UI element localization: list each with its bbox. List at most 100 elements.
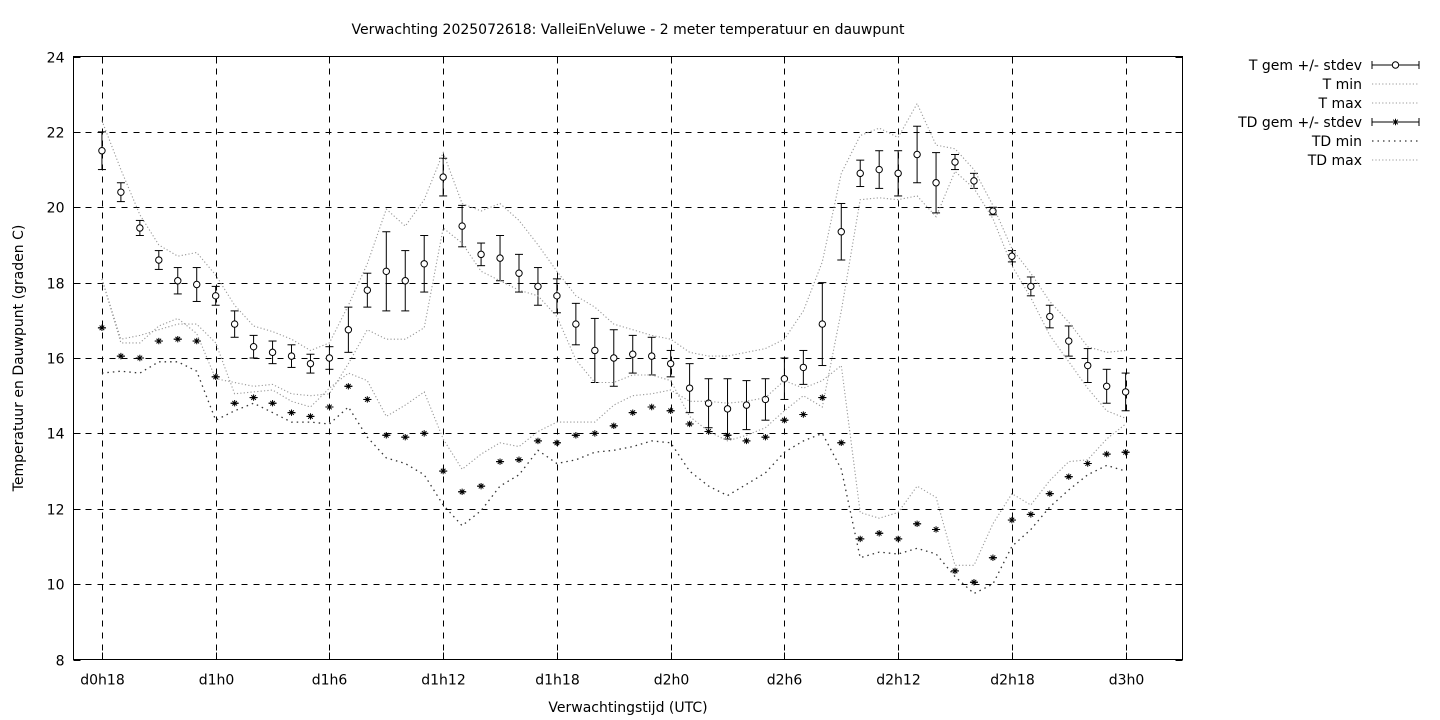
data-point xyxy=(402,433,409,441)
data-point xyxy=(610,422,617,430)
data-point xyxy=(856,169,864,178)
data-point xyxy=(496,254,504,262)
y-tick-label: 20 xyxy=(47,201,65,217)
data-point xyxy=(1084,361,1092,370)
data-point xyxy=(117,188,125,196)
data-point xyxy=(307,413,314,420)
data-point xyxy=(1027,511,1035,518)
data-point xyxy=(1065,473,1072,480)
y-tick-label: 22 xyxy=(47,126,65,142)
data-point xyxy=(837,228,845,236)
data-point xyxy=(1027,282,1035,291)
data-point xyxy=(648,403,655,411)
data-point xyxy=(287,352,296,360)
data-point xyxy=(344,326,353,334)
data-point xyxy=(420,260,428,268)
legend-item: T max xyxy=(1317,96,1419,112)
data-point xyxy=(724,432,731,439)
x-tick-label: d1h0 xyxy=(199,673,235,689)
data-point xyxy=(666,359,675,368)
y-tick-label: 12 xyxy=(47,503,65,519)
legend-label: TD max xyxy=(1307,153,1362,169)
x-tick-label: d2h18 xyxy=(990,673,1034,689)
data-point xyxy=(932,179,940,187)
data-point xyxy=(174,335,181,343)
legend-item: TD gem +/- stdev xyxy=(1237,115,1420,131)
x-tick-label: d2h12 xyxy=(876,673,920,689)
data-point xyxy=(629,409,636,416)
data-point xyxy=(421,430,428,437)
data-point xyxy=(686,420,693,428)
legend-label: T gem +/- stdev xyxy=(1248,58,1362,74)
data-point xyxy=(326,403,333,411)
data-point xyxy=(364,396,371,403)
data-point xyxy=(250,394,257,401)
y-tick-label: 16 xyxy=(47,352,65,368)
data-point xyxy=(591,346,599,355)
y-tick-label: 18 xyxy=(47,277,65,293)
data-point xyxy=(894,169,902,178)
data-point xyxy=(761,395,770,404)
y-tick-label: 14 xyxy=(47,427,65,443)
y-tick-label: 10 xyxy=(47,578,65,594)
x-tick-label: d1h6 xyxy=(312,673,348,689)
data-point xyxy=(913,520,921,528)
legend-label: T min xyxy=(1322,77,1362,93)
legend-item: T min xyxy=(1322,77,1419,93)
data-point xyxy=(875,165,883,174)
data-point xyxy=(155,337,163,345)
data-point xyxy=(383,432,390,439)
data-point xyxy=(723,405,732,413)
data-point xyxy=(325,354,334,362)
data-point xyxy=(1008,516,1016,524)
legend-marker xyxy=(1392,118,1399,126)
data-point xyxy=(1065,337,1073,345)
data-point xyxy=(534,437,542,445)
data-point xyxy=(174,277,182,285)
data-point xyxy=(1046,312,1054,321)
data-point xyxy=(439,173,447,181)
data-point xyxy=(401,277,409,285)
data-point xyxy=(136,354,144,362)
data-point xyxy=(553,292,561,300)
data-point xyxy=(818,320,827,328)
data-point xyxy=(989,207,997,215)
data-point xyxy=(345,383,352,390)
x-tick-label: d3h0 xyxy=(1109,673,1145,689)
data-point xyxy=(951,567,959,575)
data-point xyxy=(1084,460,1091,467)
data-point xyxy=(762,433,769,441)
data-point xyxy=(230,320,239,328)
data-point xyxy=(704,399,713,407)
series-line xyxy=(101,170,1126,442)
data-point xyxy=(913,150,921,159)
data-point xyxy=(743,437,750,445)
data-point xyxy=(667,407,674,414)
plot-area xyxy=(97,102,1130,595)
series-td-gem-stdev xyxy=(97,324,1130,586)
data-point xyxy=(136,224,144,232)
y-tick-label: 8 xyxy=(56,654,65,670)
legend: T gem +/- stdev T min T max TD gem +/- stde… xyxy=(1237,58,1420,169)
data-point xyxy=(970,579,978,586)
x-tick-label: d2h0 xyxy=(654,673,690,689)
data-point xyxy=(799,363,808,372)
data-point xyxy=(553,439,561,446)
x-tick-label: d1h12 xyxy=(421,673,465,689)
data-point xyxy=(742,401,751,409)
series-td-max xyxy=(101,278,1126,566)
legend-marker xyxy=(1391,61,1400,69)
data-point xyxy=(857,535,864,543)
data-point xyxy=(306,359,315,368)
grid xyxy=(73,56,1183,660)
data-point xyxy=(647,352,656,360)
data-point xyxy=(155,256,163,264)
data-point xyxy=(193,337,200,345)
data-point xyxy=(193,280,201,289)
data-point xyxy=(932,526,940,533)
data-point xyxy=(780,375,789,383)
data-point xyxy=(268,348,277,357)
data-point xyxy=(781,416,788,424)
data-point xyxy=(363,286,372,294)
